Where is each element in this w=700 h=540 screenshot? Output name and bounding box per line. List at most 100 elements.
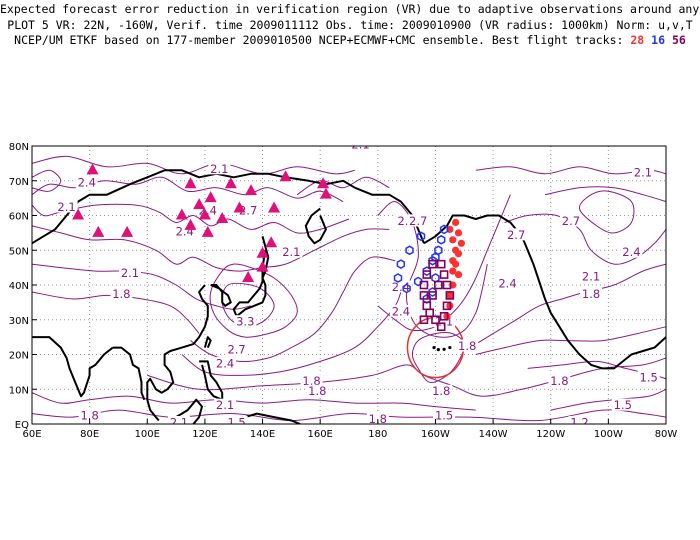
coastline	[232, 236, 270, 318]
contour-label: 1.8	[80, 409, 98, 423]
track-purple-point	[428, 291, 437, 300]
contour-label: 1.5	[614, 398, 632, 412]
observation-site-triangle	[201, 225, 214, 237]
contour-label-bg	[580, 270, 603, 283]
track-purple-point	[436, 322, 446, 332]
track-red-point	[446, 291, 454, 300]
contour-label-bg	[225, 343, 248, 356]
coastline	[32, 169, 425, 245]
contour-label-bg	[280, 245, 303, 258]
contour-label: 2.7	[227, 343, 245, 357]
contour-label-bg	[237, 204, 260, 217]
track-purple-point	[425, 308, 434, 318]
hawaii-island	[442, 347, 446, 351]
flight-tracks	[393, 218, 465, 332]
y-tick-label: 40N	[9, 281, 29, 292]
track-purple-point	[445, 291, 455, 300]
observation-site-triangle	[184, 177, 197, 189]
coastlines	[32, 169, 666, 424]
contour-label-bg	[75, 176, 98, 189]
y-tick-label: EQ	[15, 420, 29, 431]
contour-line	[504, 213, 666, 265]
contour-label: 2.1	[582, 270, 600, 284]
observation-site-triangle	[216, 211, 229, 223]
x-tick-label: 100E	[135, 429, 160, 440]
track-blue-point	[428, 287, 437, 297]
contour-label: 1.5	[640, 370, 658, 384]
track-purple-point	[436, 259, 446, 269]
x-tick-label: 140W	[479, 429, 508, 440]
contour-label: 1.8	[432, 384, 450, 398]
observation-site-triangle	[279, 170, 292, 182]
contour-label-bg	[349, 146, 372, 150]
contour-label: 2.4	[498, 277, 516, 291]
contour-line	[32, 291, 200, 334]
contour-line	[32, 409, 666, 422]
contour-label: 2.4	[216, 356, 234, 370]
track-purple-point	[428, 259, 437, 269]
y-tick-label: 80N	[9, 142, 29, 153]
x-tick-label: 160E	[307, 429, 332, 440]
contour-label-bg	[631, 165, 654, 178]
x-tick-label: 100W	[594, 429, 623, 440]
track-red-point	[449, 267, 457, 275]
contour-line	[32, 225, 390, 272]
track-purple-point	[419, 280, 429, 290]
contour-label-bg	[306, 384, 329, 397]
contour-label: 2.7	[409, 214, 427, 228]
track-blue-point	[428, 255, 437, 266]
observation-site-triangle	[204, 191, 217, 203]
observation-site-triangle	[256, 260, 269, 272]
contour-label-bg	[55, 200, 78, 213]
contour-label-bg	[208, 162, 231, 175]
contour-line	[209, 263, 298, 338]
y-tick-label: 30N	[9, 316, 29, 327]
contour-label-bg	[505, 228, 528, 241]
contour-label: 1.8	[302, 374, 320, 388]
title-line-2: PLOT 5 VR: 22N, -160W, Verif. time 20090…	[7, 17, 693, 32]
contour-label-bg	[559, 214, 582, 227]
track-count-purple: 56	[671, 33, 686, 47]
track-purple-point	[419, 291, 429, 300]
track-count-red: 28	[630, 33, 645, 47]
coastline	[175, 398, 203, 424]
x-tick-label: 140E	[250, 429, 275, 440]
contour-label: 2.1	[170, 416, 188, 430]
hawaii-island	[436, 348, 440, 352]
track-blue-point	[393, 273, 403, 283]
track-purple-point	[434, 280, 443, 290]
y-tick-label: 70N	[9, 177, 29, 188]
contour-label: 2.4	[622, 245, 640, 259]
contour-label: 2.1	[351, 138, 369, 152]
contour-label: 1.8	[112, 287, 130, 301]
contour-label: 1.8	[458, 339, 476, 353]
contour-line	[32, 392, 476, 411]
contour-label-bg	[637, 370, 660, 383]
contour-label: 1.5	[227, 416, 245, 430]
coastline	[423, 214, 666, 370]
contour-label: 2.7	[562, 214, 580, 228]
contour-label-bg	[407, 214, 430, 227]
title-block: Expected forecast error reduction in ver…	[0, 2, 700, 49]
contour-line	[32, 169, 62, 192]
contour-label: 2.1	[216, 398, 234, 412]
observation-site-triangle	[317, 177, 330, 189]
contour-line	[469, 263, 666, 349]
contour-line	[578, 190, 635, 234]
contour-label: 1.8	[550, 374, 568, 388]
track-red-point	[449, 236, 457, 244]
track-blue-point	[405, 245, 414, 256]
track-blue-point	[416, 231, 426, 242]
coastline	[203, 336, 212, 348]
contour-label: 2.1	[282, 245, 300, 259]
contour-label: 2.4	[392, 280, 410, 294]
contour-label-bg	[300, 374, 323, 387]
contour-label-bg	[167, 416, 190, 424]
x-tick-label: 120W	[536, 429, 565, 440]
contour-label-bg	[78, 409, 101, 422]
contour-line	[32, 176, 344, 203]
observation-site-triangle	[121, 225, 134, 237]
observation-site-triangle	[175, 208, 188, 220]
